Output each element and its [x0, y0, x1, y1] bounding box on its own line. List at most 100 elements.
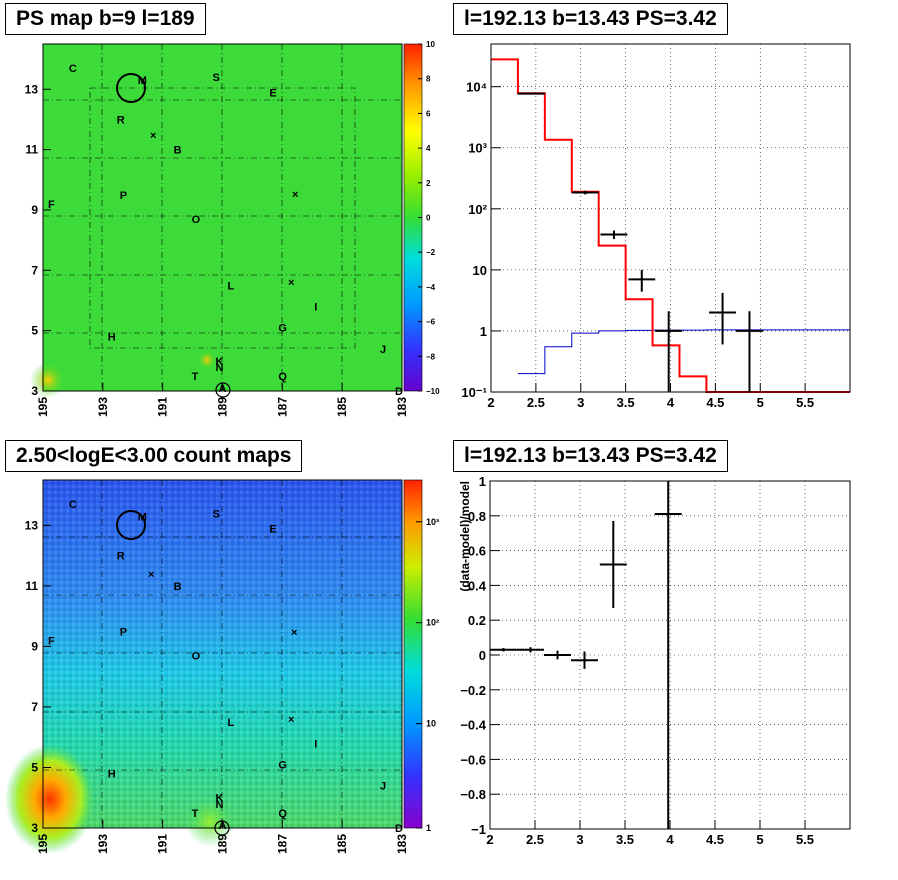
x-tick-label: 3.5 [617, 395, 635, 410]
colorbar-tick-label: 4 [426, 144, 431, 153]
residual-y-ticks: 1 0.8 0.6 0.4 0.2 0 −0.2 −0.4 −0.6 −0.8 −1 [460, 474, 500, 837]
source-label-q: Q [278, 371, 287, 383]
svg-text:×: × [291, 627, 297, 639]
source-label-i: I [314, 302, 317, 314]
ps-map-title: PS map b=9 l=189 [5, 3, 206, 35]
source-label-k: K [216, 356, 224, 368]
source-label-n: N [216, 362, 224, 374]
ps-map-y-ticks: 3 5 7 9 11 13 [25, 82, 51, 398]
y-tick-label: 13 [25, 82, 39, 96]
x-tick-label: 4.5 [706, 395, 724, 410]
y-tick-label: −1 [471, 822, 486, 837]
ps-map-panel: CMSERBFPOLIGHJTKNQAD × × × 1086420−2−4−6… [0, 0, 449, 437]
y-tick-label: 0.4 [468, 578, 487, 593]
count-map-colorbar [403, 479, 423, 829]
residual-point [654, 481, 682, 829]
y-tick-label: 13 [25, 518, 39, 532]
x-tick-label: 5 [757, 395, 764, 410]
x-tick-label: 2 [486, 832, 493, 847]
svg-text:×: × [150, 130, 156, 142]
y-tick-label: 5 [31, 760, 38, 774]
count-target-circle [116, 510, 146, 540]
target-circle [116, 73, 146, 103]
colorbar-tick-label: −8 [426, 352, 436, 361]
residual-x-ticks: 2 2.5 3 3.5 4 4.5 5 5.5 [486, 820, 814, 847]
y-tick-label: 11 [25, 579, 38, 593]
total-model-line [491, 58, 850, 393]
x-tick-label: 5.5 [796, 832, 814, 847]
source-label-o: O [192, 214, 201, 226]
count-map-grid [43, 480, 402, 828]
y-tick-label: 10² [468, 202, 487, 217]
y-tick-label: 10 [473, 263, 487, 278]
residual-point [571, 651, 598, 669]
colorbar-tick-label: 10³ [426, 517, 439, 527]
source-label-c: C [69, 63, 77, 75]
y-tick-label: 11 [25, 143, 38, 157]
source-label-d: D [395, 823, 403, 835]
data-point [709, 292, 737, 345]
colorbar-tick-label: 10 [426, 719, 436, 729]
residual-panel: 2 2.5 3 3.5 4 4.5 5 5.5 1 0.8 0.6 0.4 0.2 0 −0.2 −0.4 −… [449, 437, 898, 875]
data-point [600, 230, 628, 240]
data-point [517, 92, 545, 95]
count-map-title: 2.50<logE<3.00 count maps [5, 440, 303, 472]
svg-text:×: × [148, 569, 154, 581]
x-tick-label: 187 [275, 834, 289, 854]
spectrum-svg: 2 2.5 3 3.5 4 4.5 5 5.5 10⁻¹ 1 10 10² 10³ 10⁴ [461, 43, 851, 410]
source-label-l: L [227, 717, 234, 729]
y-tick-label: −0.6 [460, 752, 486, 767]
x-tick-label: 4 [667, 395, 675, 410]
x-tick-label: 5.5 [796, 395, 814, 410]
colorbar-tick-label: −4 [426, 283, 436, 292]
count-map-y-ticks: 3 5 7 9 11 13 [25, 518, 51, 835]
y-tick-label: −0.8 [460, 787, 486, 802]
source-label-p: P [120, 190, 127, 202]
x-tick-label: 3 [577, 395, 584, 410]
x-tick-label: 3 [576, 832, 583, 847]
y-tick-label: 3 [31, 384, 38, 398]
source-label-j: J [380, 781, 386, 793]
x-tick-label: 191 [156, 397, 170, 417]
colorbar-tick-label: 6 [426, 109, 431, 118]
x-tick-label: 193 [96, 834, 110, 854]
y-tick-label: −0.4 [460, 718, 486, 733]
y-tick-label: 10⁻¹ [461, 385, 487, 400]
data-points-series [517, 92, 763, 392]
colorbar-tick-label: −10 [426, 387, 440, 396]
x-tick-label: 2.5 [526, 832, 544, 847]
source-label-h: H [108, 769, 116, 781]
residual-point [517, 647, 544, 653]
y-tick-label: 5 [31, 324, 38, 338]
ps-map-plot-area [43, 44, 402, 391]
data-point [628, 269, 656, 292]
data-point [571, 190, 599, 195]
y-tick-label: 3 [31, 821, 38, 835]
source-label-s: S [213, 72, 220, 84]
residual-title: l=192.13 b=13.43 PS=3.42 [453, 440, 728, 472]
x-tick-label: 3.5 [616, 832, 634, 847]
y-tick-label: 7 [31, 263, 38, 277]
source-label-r: R [117, 551, 125, 563]
source-label-s: S [213, 508, 220, 520]
source-label-g: G [278, 759, 287, 771]
background-model-line [517, 329, 850, 375]
background-model-series [517, 329, 850, 375]
x-tick-label: 195 [36, 834, 50, 854]
source-label-i: I [314, 738, 317, 750]
y-tick-label: −0.2 [460, 683, 486, 698]
residual-y-axis-label: (data-model)/model [458, 481, 472, 592]
data-point [736, 311, 763, 392]
x-tick-label: 2 [487, 395, 494, 410]
x-tick-label: 187 [275, 397, 289, 417]
y-tick-label: 0.8 [468, 509, 486, 524]
ps-map-x-ticks: 195 193 191 189 187 185 183 [36, 383, 409, 417]
source-label-t: T [192, 808, 199, 820]
colorbar-tick-label: −2 [426, 248, 436, 257]
residual-point [490, 648, 517, 652]
source-label-h: H [108, 332, 116, 344]
x-tick-label: 4 [666, 832, 674, 847]
source-label-f: F [48, 199, 55, 211]
